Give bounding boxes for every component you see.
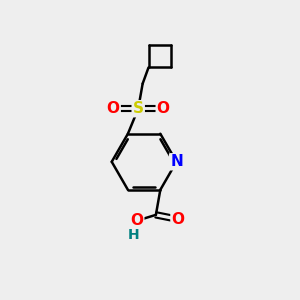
Text: H: H <box>128 229 140 242</box>
Text: O: O <box>130 213 143 228</box>
Text: O: O <box>107 101 120 116</box>
Text: O: O <box>172 212 184 227</box>
Text: N: N <box>170 154 183 169</box>
Text: S: S <box>133 101 144 116</box>
Text: O: O <box>157 101 170 116</box>
